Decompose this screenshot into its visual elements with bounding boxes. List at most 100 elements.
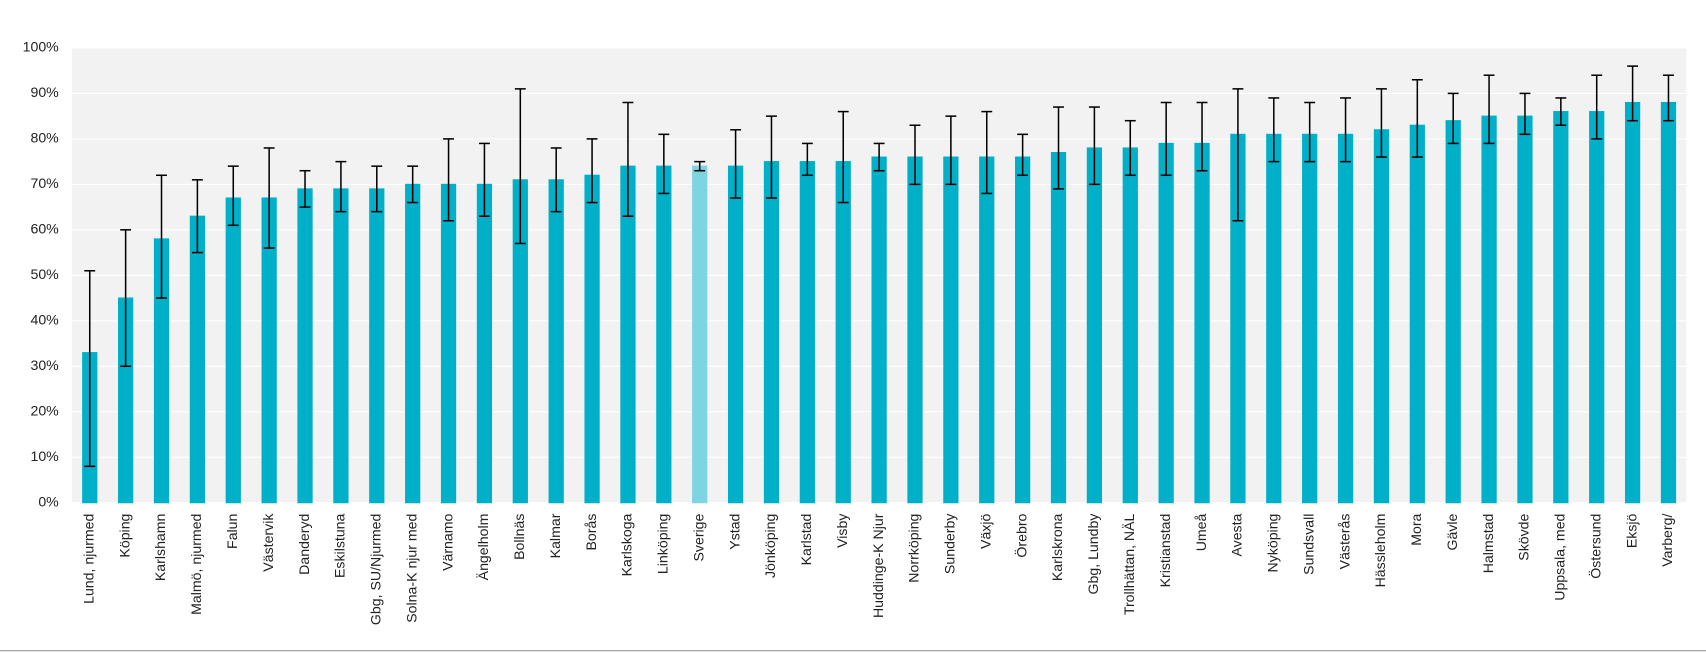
bar: [476, 183, 493, 504]
x-tick-label: Huddinge-K Njur: [870, 513, 886, 618]
x-tick-label: Växjö: [977, 513, 993, 548]
error-bar: [1053, 106, 1064, 190]
error-bar: [1196, 101, 1208, 172]
bar: [1517, 115, 1533, 504]
bar: [979, 156, 995, 504]
x-tick-label: Eskilstuna: [332, 513, 348, 578]
x-tick-label: Västerås: [1336, 514, 1352, 570]
x-tick-label: Lund, njurmed: [80, 514, 96, 604]
error-bar: [1447, 92, 1459, 145]
bar: [727, 165, 744, 504]
x-tick-label: Ängelholm: [475, 514, 491, 581]
x-tick-label: Karlskrona: [1049, 513, 1065, 581]
x-tick-label: Eksjö: [1623, 513, 1639, 548]
error-bar: [1232, 88, 1244, 222]
bar: [1409, 124, 1425, 504]
error-bar: [1555, 97, 1567, 127]
x-tick-label: Trollhättan, NÄL: [1121, 513, 1137, 615]
x-tick-label: Norrköping: [906, 514, 922, 583]
bar: [1194, 142, 1210, 504]
x-tick-label: Mora: [1408, 513, 1424, 545]
bar: [369, 188, 385, 504]
error-bar: [443, 138, 454, 222]
y-tick-label: 70%: [30, 175, 59, 191]
error-bar: [1340, 97, 1351, 163]
x-tick-label: Visby: [834, 513, 850, 548]
bar: [1660, 101, 1677, 504]
x-tick-label: Hässleholm: [1372, 514, 1388, 588]
error-bar: [1483, 74, 1495, 145]
y-tick-label: 20%: [30, 402, 59, 418]
bar: [1589, 111, 1605, 504]
y-tick-label: 90%: [30, 84, 59, 100]
y-tick-label: 10%: [30, 448, 59, 464]
bar: [405, 183, 421, 504]
x-tick-label: Falun: [224, 514, 240, 549]
x-tick-label: Karlskoga: [619, 513, 635, 576]
x-tick-label: Malmö, njurmed: [188, 514, 204, 615]
error-bar: [478, 142, 490, 217]
error-bar: [371, 165, 383, 213]
bar: [1015, 156, 1031, 504]
error-bar: [1411, 78, 1423, 158]
x-tick-label: Östersund: [1586, 514, 1603, 579]
x-tick-label: Västervik: [260, 513, 276, 572]
x-tick-label: Linköping: [655, 514, 671, 574]
bar: [548, 179, 564, 504]
x-tick-label: Värnamo: [439, 513, 455, 570]
x-tick-label: Gbg, Lundby: [1085, 513, 1101, 595]
x-tick-label: Ystad: [726, 514, 742, 550]
y-tick-label: 30%: [30, 357, 59, 373]
bar: [1158, 142, 1174, 504]
x-tick-label: Köping: [116, 514, 132, 558]
x-tick-label: Karlshamn: [152, 514, 168, 582]
error-bar: [227, 165, 239, 227]
x-tick-label: Nyköping: [1265, 514, 1281, 573]
error-bar: [766, 115, 777, 199]
error-bar: [550, 147, 562, 213]
error-bar: [407, 165, 419, 204]
error-bar: [1375, 88, 1387, 158]
bar: [1624, 101, 1641, 504]
error-bar: [1124, 119, 1136, 177]
bar: [943, 156, 959, 504]
error-bar: [84, 270, 96, 468]
x-tick-label: Danderyd: [296, 514, 312, 575]
x-tick-label: Borås: [583, 514, 599, 551]
error-bar: [694, 160, 706, 172]
bar: [1373, 129, 1390, 504]
error-bar: [658, 133, 670, 195]
y-tick-label: 0%: [38, 493, 59, 509]
x-tick-label: Kalmar: [547, 513, 563, 558]
error-bar: [514, 88, 526, 245]
error-bar: [120, 229, 132, 368]
x-tick-label: Örebro: [1012, 513, 1029, 557]
bar: [1553, 111, 1569, 504]
bar: [1122, 147, 1138, 504]
error-bar: [586, 138, 598, 204]
error-bar: [1304, 101, 1316, 163]
bar: [1302, 133, 1318, 504]
bar: [763, 161, 780, 504]
x-tick-label: Jönköping: [762, 514, 778, 578]
error-bar: [622, 101, 634, 217]
error-bar: [730, 129, 742, 199]
bar: [799, 161, 815, 504]
x-tick-label: Sverige: [690, 513, 706, 561]
bar: [692, 165, 708, 504]
x-tick-label: Bollnäs: [511, 514, 527, 560]
bar: [1050, 151, 1067, 504]
error-bar: [837, 110, 849, 204]
x-tick-label: Umeå: [1193, 513, 1209, 551]
error-bar: [1591, 74, 1603, 140]
error-bar: [335, 160, 347, 213]
bar: [584, 174, 600, 504]
bar: [297, 188, 313, 504]
x-tick-label: Halmstad: [1480, 514, 1496, 574]
bar: [189, 215, 206, 504]
y-tick-label: 50%: [30, 266, 59, 282]
x-tick-label: Uppsala, med: [1552, 514, 1568, 601]
x-tick-label: Karlstad: [798, 514, 814, 566]
bar: [907, 156, 923, 504]
bar: [225, 197, 241, 504]
